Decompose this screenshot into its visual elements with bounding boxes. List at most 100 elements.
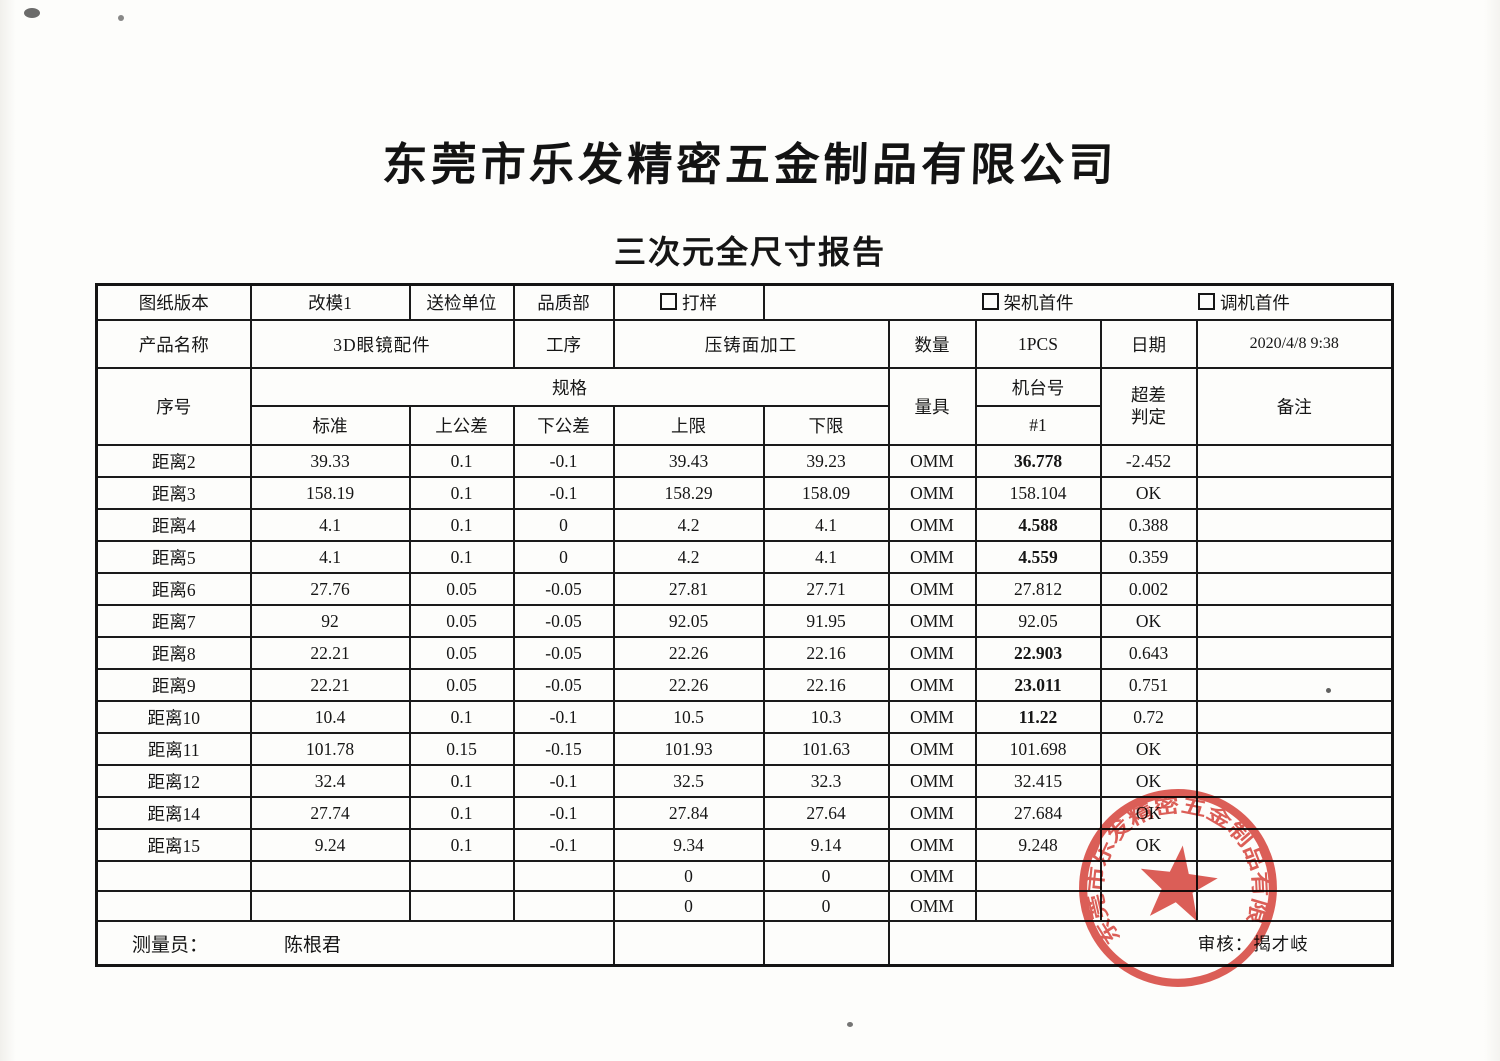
- empty-measurement-row: 0 0 OMM: [95, 890, 1394, 922]
- cell-gauge: OMM: [887, 572, 977, 606]
- cell-lower-limit: 4.1: [762, 540, 890, 574]
- cell-standard: 32.4: [249, 764, 411, 798]
- cell-measured: 92.05: [974, 604, 1102, 638]
- cell-lower-limit: 39.23: [762, 444, 890, 478]
- cell-remark: [1195, 860, 1394, 892]
- cell-standard: [249, 860, 411, 892]
- cell-lower-tolerance: -0.05: [512, 604, 615, 638]
- cell-lower-tolerance: -0.1: [512, 700, 615, 734]
- tuning-first-label: 调机首件: [1219, 293, 1290, 313]
- measurement-row: 距离12 32.4 0.1 -0.1 32.5 32.3 OMM 32.415 …: [95, 764, 1394, 798]
- inspection-unit-label: 送检单位: [408, 283, 515, 321]
- header-lower-limit: 下限: [762, 405, 890, 446]
- scan-speck: [1326, 688, 1331, 693]
- cell-serial: 距离8: [95, 636, 252, 670]
- cell-judgment: [1099, 860, 1198, 892]
- cell-upper-tolerance: 0.05: [408, 636, 515, 670]
- measurement-row: 距离5 4.1 0.1 0 4.2 4.1 OMM 4.559 0.359: [95, 540, 1394, 574]
- cell-gauge: OMM: [887, 604, 977, 638]
- measurement-row: 距离9 22.21 0.05 -0.05 22.26 22.16 OMM 23.…: [95, 668, 1394, 702]
- header-gauge: 量具: [887, 367, 977, 446]
- cell-serial: [95, 890, 252, 922]
- cell-standard: 4.1: [249, 540, 411, 574]
- cell-lower-tolerance: -0.05: [512, 572, 615, 606]
- cell-standard: 92: [249, 604, 411, 638]
- cell-gauge: OMM: [887, 668, 977, 702]
- cell-judgment: OK: [1099, 732, 1198, 766]
- measurer-cell: 测量员： 陈根君: [95, 920, 615, 967]
- cell-upper-limit: 4.2: [612, 540, 765, 574]
- cell-lower-limit: 22.16: [762, 668, 890, 702]
- cell-gauge: OMM: [887, 860, 977, 892]
- cell-measured: 23.011: [974, 668, 1102, 702]
- cell-upper-limit: 4.2: [612, 508, 765, 542]
- cell-remark: [1195, 636, 1394, 670]
- date-label: 日期: [1099, 319, 1198, 369]
- scan-speck: [118, 15, 124, 21]
- cell-judgment: 0.751: [1099, 668, 1198, 702]
- cell-remark: [1195, 700, 1394, 734]
- cell-standard: 9.24: [249, 828, 411, 862]
- cell-measured: [974, 890, 1102, 922]
- cell-measured: [974, 860, 1102, 892]
- cell-lower-limit: 158.09: [762, 476, 890, 510]
- cell-upper-limit: 32.5: [612, 764, 765, 798]
- cell-standard: 22.21: [249, 636, 411, 670]
- cell-upper-limit: 27.84: [612, 796, 765, 830]
- header-serial: 序号: [95, 367, 252, 446]
- rack-first-label: 架机首件: [1003, 293, 1074, 313]
- header-section: 图纸版本 改模1 送检单位 品质部 打样 架机首件 调机首件 产品名称: [95, 283, 1394, 446]
- checkbox-icon: [981, 293, 999, 310]
- cell-lower-limit: 9.14: [762, 828, 890, 862]
- cell-judgment: OK: [1099, 764, 1198, 798]
- cell-remark: [1195, 604, 1394, 638]
- cell-measured: 4.559: [974, 540, 1102, 574]
- scan-speck: [847, 1022, 853, 1027]
- quantity-label: 数量: [887, 319, 977, 369]
- cell-remark: [1195, 732, 1394, 766]
- cell-lower-limit: 4.1: [762, 508, 890, 542]
- cell-judgment: 0.72: [1099, 700, 1198, 734]
- cell-upper-limit: 22.26: [612, 636, 765, 670]
- cell-gauge: OMM: [887, 700, 977, 734]
- measurement-rows: 距离2 39.33 0.1 -0.1 39.43 39.23 OMM 36.77…: [95, 444, 1394, 922]
- cell-measured: 101.698: [974, 732, 1102, 766]
- info-row-1: 图纸版本 改模1 送检单位 品质部 打样 架机首件 调机首件: [95, 283, 1394, 321]
- cell-standard: 22.21: [249, 668, 411, 702]
- cell-standard: 4.1: [249, 508, 411, 542]
- cell-serial: 距离7: [95, 604, 252, 638]
- cell-upper-limit: 10.5: [612, 700, 765, 734]
- cell-serial: 距离9: [95, 668, 252, 702]
- checkbox-icon: [660, 293, 677, 310]
- header-upper-tolerance: 上公差: [408, 405, 515, 446]
- empty-cell: [762, 920, 890, 967]
- cell-measured: 36.778: [974, 444, 1102, 478]
- cell-standard: 101.78: [249, 732, 411, 766]
- cell-gauge: OMM: [887, 796, 977, 830]
- cell-judgment: 0.002: [1099, 572, 1198, 606]
- cell-lower-limit: 101.63: [762, 732, 890, 766]
- footer-section: 测量员： 陈根君 审核：揭才岐: [95, 920, 1394, 967]
- cell-measured: 32.415: [974, 764, 1102, 798]
- cell-remark: [1195, 668, 1394, 702]
- cell-standard: [249, 890, 411, 922]
- sample-checkbox-label: 打样: [682, 293, 717, 313]
- header-remarks: 备注: [1195, 367, 1394, 446]
- checkbox-icon: [1197, 293, 1215, 310]
- cell-standard: 10.4: [249, 700, 411, 734]
- measurement-row: 距离14 27.74 0.1 -0.1 27.84 27.64 OMM 27.6…: [95, 796, 1394, 830]
- cell-remark: [1195, 540, 1394, 574]
- cell-serial: 距离15: [95, 828, 252, 862]
- cell-measured: 27.812: [974, 572, 1102, 606]
- cell-upper-tolerance: 0.1: [408, 508, 515, 542]
- cell-remark: [1195, 828, 1394, 862]
- cell-measured: 158.104: [974, 476, 1102, 510]
- cell-serial: 距离6: [95, 572, 252, 606]
- reviewer-value: 揭才岐: [1253, 933, 1309, 954]
- cell-lower-tolerance: -0.15: [512, 732, 615, 766]
- header-upper-limit: 上限: [612, 405, 765, 446]
- process-value: 压铸面加工: [612, 319, 890, 369]
- cell-upper-limit: 39.43: [612, 444, 765, 478]
- cell-judgment: 0.388: [1099, 508, 1198, 542]
- cell-remark: [1195, 764, 1394, 798]
